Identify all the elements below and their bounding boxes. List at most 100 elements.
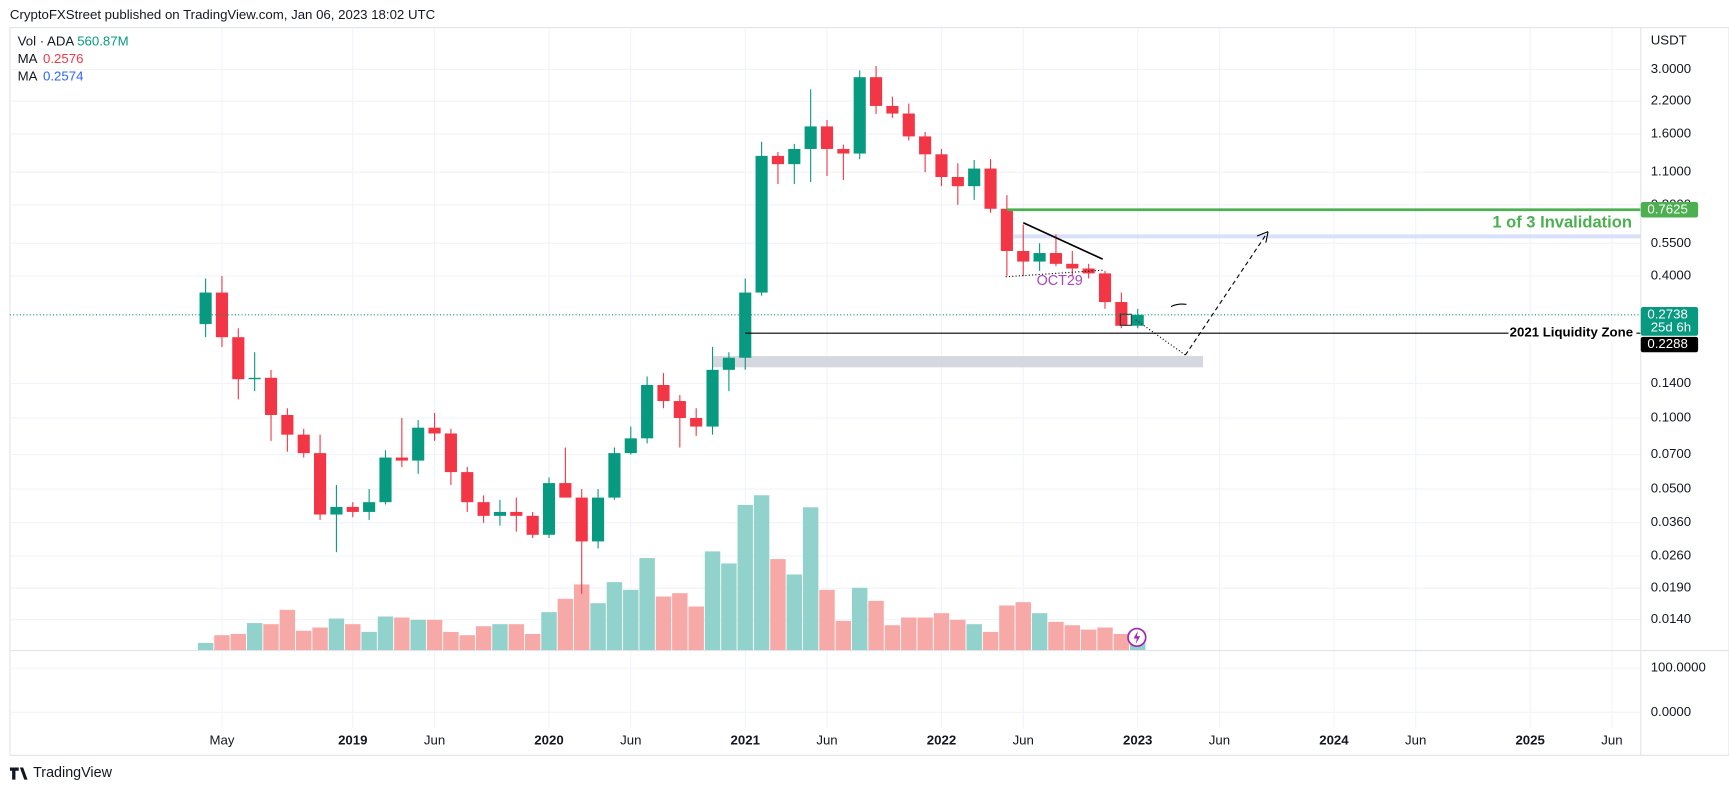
volume-bar — [328, 618, 345, 651]
volume-bar — [819, 589, 835, 651]
legend-volume-name: Vol · ADA — [18, 33, 75, 48]
y-tick-label: 0.1400 — [1651, 375, 1691, 390]
candle-body — [232, 337, 245, 380]
price-zone — [712, 356, 1204, 368]
y-tick-label: 1.1000 — [1651, 164, 1691, 179]
chart-frame — [9, 27, 1729, 756]
volume-bar — [361, 631, 377, 651]
volume-layer — [197, 495, 1146, 651]
candle-body — [886, 105, 899, 114]
volume-bar — [753, 495, 770, 651]
y-tick-label: 0.0500 — [1651, 481, 1691, 496]
level-text-bg — [1508, 324, 1637, 342]
candle-body — [363, 502, 376, 512]
legend: Vol · ADA 560.87M MA 0.2576 MA 0.2574 — [18, 33, 129, 83]
volume-bar — [901, 617, 917, 651]
projection-dotted — [1135, 319, 1186, 356]
event-icon-bolt — [1133, 630, 1141, 644]
legend-volume-value: 560.87M — [77, 33, 128, 48]
candle-body — [624, 438, 637, 454]
y-tick-label: 1.6000 — [1651, 125, 1691, 140]
volume-bar — [884, 625, 901, 651]
y-tick-label: 0.0700 — [1651, 446, 1691, 461]
level-price-label: 0.2288 — [1647, 336, 1687, 351]
volume-bar — [230, 633, 247, 651]
volume-bar — [655, 596, 672, 651]
volume-bar — [1048, 621, 1064, 651]
volume-bar — [557, 598, 574, 651]
volume-bar — [459, 635, 475, 651]
last-price-label: 0.2738 — [1647, 306, 1687, 321]
volume-bar — [492, 624, 508, 651]
volume-bar — [770, 559, 786, 651]
legend-ma-value: 0.2574 — [43, 69, 83, 84]
volume-bar — [982, 631, 999, 651]
candle-body — [657, 384, 670, 402]
candle-body — [493, 511, 507, 516]
level-price-box — [1640, 336, 1699, 353]
candles-layer — [199, 66, 1144, 594]
volume-bar — [1097, 627, 1113, 651]
y-tick-label: 0.0260 — [1651, 548, 1691, 563]
candle-body — [1000, 208, 1013, 252]
x-tick-label: 2023 — [1123, 733, 1152, 748]
volume-bar — [623, 589, 639, 651]
volume-bar — [443, 631, 459, 651]
zones-layer — [712, 234, 1641, 368]
x-tick-label: Jun — [424, 733, 445, 748]
candle-body — [739, 292, 752, 358]
y-tick-label: 100.0000 — [1651, 660, 1706, 675]
candle-body — [1049, 253, 1063, 264]
last-price-box — [1640, 307, 1699, 336]
volume-bar — [606, 582, 623, 651]
arrow-head — [1256, 231, 1269, 243]
x-tick-label: 2021 — [731, 733, 760, 748]
candle-body — [870, 77, 883, 106]
candle-body — [853, 77, 866, 154]
candle-body — [461, 472, 474, 503]
candle-body — [984, 168, 997, 209]
volume-bar — [704, 551, 721, 651]
publish-header: CryptoFXStreet published on TradingView.… — [10, 7, 436, 22]
volume-bar — [1113, 633, 1130, 651]
candle-body — [608, 453, 621, 498]
candle-body — [706, 369, 719, 427]
candle-body — [1017, 251, 1030, 262]
candle-body — [346, 506, 359, 512]
candle-body — [559, 483, 572, 498]
x-tick-label: Jun — [1405, 733, 1426, 748]
volume-bar — [524, 633, 541, 651]
volume-bar — [426, 619, 443, 651]
candle-body — [510, 511, 523, 516]
x-tick-label: 2022 — [927, 733, 956, 748]
volume-bar — [197, 642, 214, 651]
y-tick-label: 0.4000 — [1651, 267, 1691, 282]
volume-bar — [214, 635, 230, 651]
legend-ma-value: 0.2576 — [43, 51, 83, 66]
grid — [9, 27, 1641, 728]
candle-body — [542, 483, 556, 535]
y-tick-label: 0.5500 — [1651, 235, 1691, 250]
candle-body — [968, 168, 981, 187]
candle-body — [264, 377, 278, 415]
candle-body — [673, 401, 686, 419]
candle-body — [395, 457, 408, 461]
candle-body — [297, 434, 310, 454]
candle-body — [330, 506, 343, 515]
volume-bar — [999, 605, 1015, 651]
levels-layer: 1 of 3 Invalidation 2021 Liquidity Zone — [9, 208, 1641, 342]
footer-brand: TradingView — [33, 765, 112, 781]
annotation-text: OCT29 — [1037, 273, 1083, 289]
candle-body — [526, 515, 539, 535]
volume-bar — [508, 624, 525, 651]
candle-body — [444, 433, 457, 473]
x-tick-label: 2024 — [1319, 733, 1349, 748]
price-zone — [1006, 234, 1641, 239]
volume-bar — [802, 507, 819, 651]
x-tick-label: Jun — [1601, 733, 1622, 748]
x-tick-label: Jun — [1013, 733, 1034, 748]
candle-body — [248, 377, 261, 380]
footer: TradingView — [9, 765, 113, 781]
candle-body — [755, 155, 768, 293]
candle-body — [804, 126, 817, 149]
